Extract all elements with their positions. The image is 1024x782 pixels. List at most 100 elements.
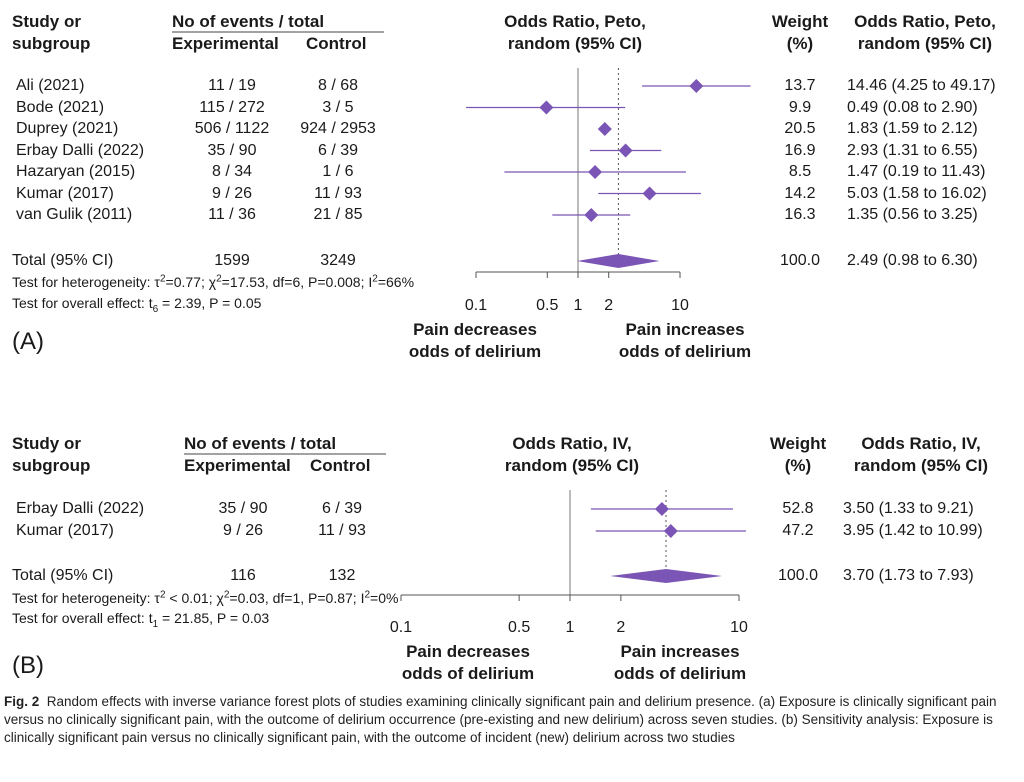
header-control: Control <box>310 456 371 475</box>
het-prefix: Test for heterogeneity: τ <box>12 274 160 290</box>
total-experimental: 116 <box>230 567 256 584</box>
header-or-text: Odds Ratio, IV, <box>861 434 981 453</box>
study-ci-text: 3.50 (1.33 to 9.21) <box>843 500 974 517</box>
favours-right-line2: odds of delirium <box>618 342 752 361</box>
study-ci-text: 5.03 (1.58 to 16.02) <box>847 184 987 202</box>
study-weight: 9.9 <box>788 98 812 116</box>
total-label: Total (95% CI) <box>12 567 114 584</box>
pooled-diamond <box>610 569 722 583</box>
overall-df: 1 <box>152 618 159 630</box>
control-events: 1 / 6 <box>322 163 354 180</box>
study-name: Kumar (2017) <box>16 184 114 202</box>
control-events: 3 / 5 <box>322 98 354 116</box>
favours-right-line1: Pain increases <box>625 320 745 339</box>
study-ci-text: 0.49 (0.08 to 2.90) <box>847 98 978 116</box>
experimental-events: 35 / 90 <box>218 500 268 517</box>
overall-rest: = 21.85, P = 0.03 <box>158 610 270 626</box>
total-ci-text: 3.70 (1.73 to 7.93) <box>843 567 974 584</box>
x-tick-label: 10 <box>730 619 748 636</box>
experimental-events: 35 / 90 <box>207 141 257 159</box>
het-prefix: Test for heterogeneity: τ <box>12 590 160 606</box>
x-tick-label: 0.1 <box>464 297 488 314</box>
header-or-plot-ci: random (95% CI) <box>504 456 640 475</box>
favours-right-line2: odds of delirium <box>613 664 747 683</box>
pooled-diamond <box>577 254 660 268</box>
heterogeneity-test: Test for heterogeneity: τ2 < 0.01; χ2=0.… <box>12 589 398 607</box>
total-weight: 100.0 <box>777 567 819 584</box>
header-experimental: Experimental <box>184 456 291 475</box>
panel-label: (A) <box>12 328 44 355</box>
study-name: Duprey (2021) <box>16 120 119 137</box>
total-experimental: 1599 <box>214 252 250 269</box>
control-events: 924 / 2953 <box>300 120 376 137</box>
study-weight: 13.7 <box>784 77 816 94</box>
favours-left-line2: odds of delirium <box>401 664 535 683</box>
caption-fig-label: Fig. 2 <box>4 694 40 709</box>
control-events: 6 / 39 <box>317 141 359 159</box>
study-name: Hazaryan (2015) <box>16 163 136 180</box>
header-subgroup: subgroup <box>12 456 91 475</box>
header-events-total: No of events / total <box>172 12 325 31</box>
experimental-events: 9 / 26 <box>211 184 253 202</box>
study-ci-text: 2.93 (1.31 to 6.55) <box>847 141 978 159</box>
favours-left-line2: odds of delirium <box>408 342 542 361</box>
control-events: 11 / 93 <box>314 184 362 202</box>
x-tick-label: 2 <box>604 297 614 314</box>
study-weight: 47.2 <box>782 522 814 539</box>
x-tick-label: 10 <box>671 297 689 314</box>
het-mid: =0.77; χ <box>165 274 217 290</box>
study-weight: 16.9 <box>784 141 816 159</box>
x-tick-label: 1 <box>573 297 583 314</box>
study-name: van Gulik (2011) <box>16 206 133 223</box>
het-chi-exp: 2 <box>223 589 230 601</box>
total-label: Total (95% CI) <box>12 252 114 269</box>
study-point-marker <box>654 502 669 516</box>
x-tick-label: 2 <box>616 619 626 636</box>
study-weight: 14.2 <box>784 184 816 202</box>
header-experimental: Experimental <box>172 34 279 53</box>
study-weight: 52.8 <box>782 500 814 517</box>
study-name: Erbay Dalli (2022) <box>16 500 145 517</box>
caption-text: Random effects with inverse variance for… <box>4 694 997 745</box>
study-point-marker <box>584 208 599 222</box>
study-point-marker <box>588 165 603 179</box>
overall-df: 6 <box>152 303 159 315</box>
total-control: 3249 <box>320 252 356 269</box>
total-ci-text: 2.49 (0.98 to 6.30) <box>847 252 978 269</box>
study-ci-text: 3.95 (1.42 to 10.99) <box>843 522 983 539</box>
header-or-text: Odds Ratio, Peto, <box>854 12 996 31</box>
study-point-marker <box>597 122 612 136</box>
het-mid: < 0.01; χ <box>165 590 224 606</box>
header-study: Study or <box>12 12 81 31</box>
favours-left-line1: Pain decreases <box>413 320 537 339</box>
figure-caption: Fig. 2 Random effects with inverse varia… <box>4 693 1016 747</box>
overall-prefix: Test for overall effect: t <box>12 295 153 311</box>
study-name: Erbay Dalli (2022) <box>16 141 145 159</box>
het-end: =0% <box>370 590 399 606</box>
study-weight: 20.5 <box>784 120 816 137</box>
x-tick-label: 1 <box>565 619 575 636</box>
control-events: 21 / 85 <box>313 206 363 223</box>
study-point-marker <box>689 79 704 93</box>
study-weight: 16.3 <box>784 206 816 223</box>
total-weight: 100.0 <box>779 252 821 269</box>
header-events-total: No of events / total <box>184 434 337 453</box>
header-weight-unit: (%) <box>784 456 812 475</box>
study-ci-text: 1.83 (1.59 to 2.12) <box>847 120 978 137</box>
study-ci-text: 1.47 (0.19 to 11.43) <box>847 163 986 180</box>
header-subgroup: subgroup <box>12 34 91 53</box>
het-tau-exp: 2 <box>159 589 166 601</box>
control-events: 8 / 68 <box>317 77 359 94</box>
heterogeneity-test: Test for heterogeneity: τ2=0.77; χ2=17.5… <box>12 273 414 291</box>
favours-right-line1: Pain increases <box>620 642 740 661</box>
overall-prefix: Test for overall effect: t <box>12 610 153 626</box>
favours-left-line1: Pain decreases <box>406 642 530 661</box>
header-or-plot: Odds Ratio, IV, <box>512 434 632 453</box>
header-or-plot: Odds Ratio, Peto, <box>504 12 646 31</box>
het-i-exp: 2 <box>372 273 378 285</box>
control-events: 11 / 93 <box>318 522 366 539</box>
header-or-text-ci: random (95% CI) <box>857 34 993 53</box>
header-study: Study or <box>12 434 81 453</box>
x-tick-label: 0.1 <box>389 619 413 636</box>
